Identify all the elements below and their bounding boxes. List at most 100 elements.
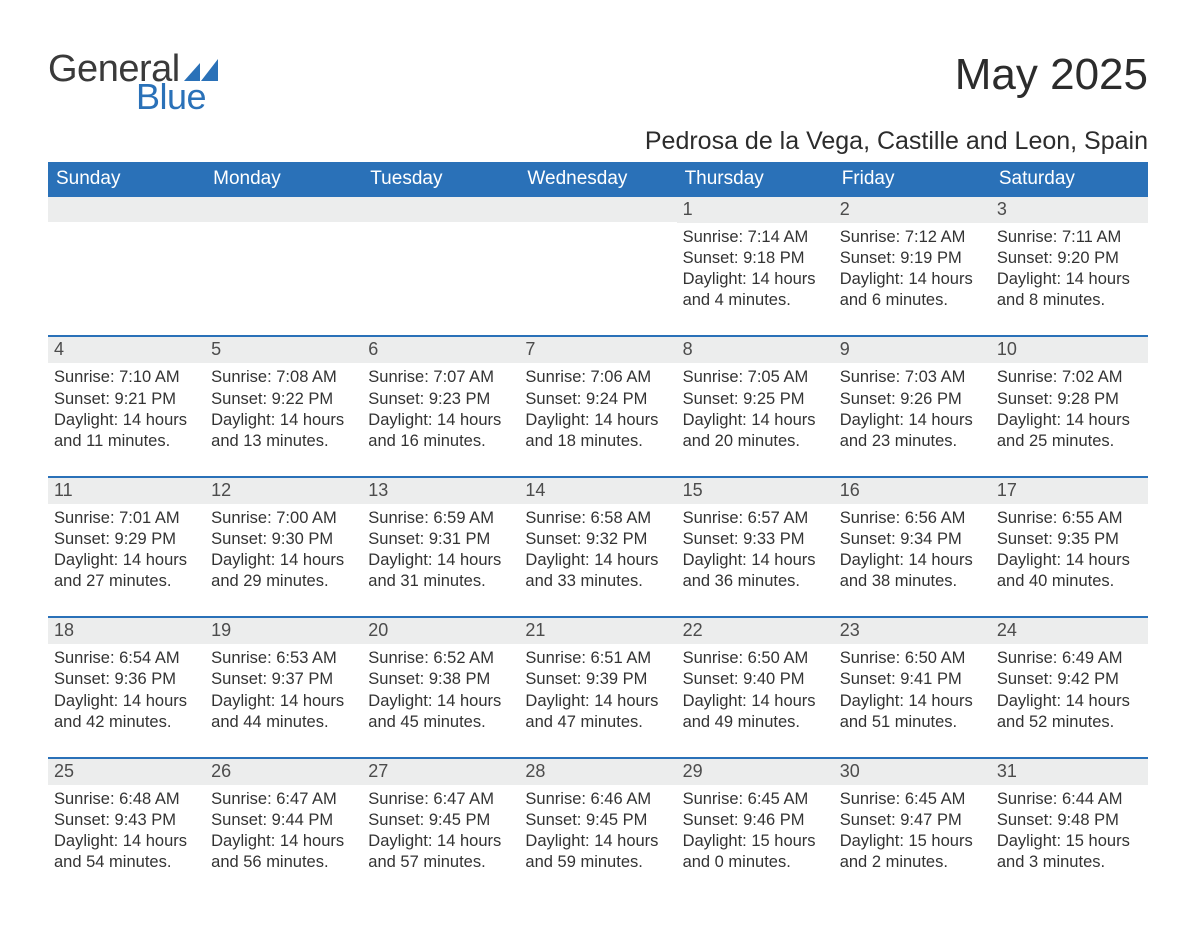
- day-number: 8: [677, 337, 834, 363]
- sunset-text: Sunset: 9:36 PM: [54, 669, 199, 690]
- calendar-body: 1Sunrise: 7:14 AMSunset: 9:18 PMDaylight…: [48, 197, 1148, 897]
- day-number: [519, 197, 676, 222]
- daylight-text: Daylight: 14 hours and 18 minutes.: [525, 410, 670, 452]
- day-details: Sunrise: 7:12 AMSunset: 9:19 PMDaylight:…: [834, 223, 991, 311]
- day-details: Sunrise: 6:51 AMSunset: 9:39 PMDaylight:…: [519, 644, 676, 732]
- daylight-text: Daylight: 14 hours and 16 minutes.: [368, 410, 513, 452]
- calendar-day: 30Sunrise: 6:45 AMSunset: 9:47 PMDayligh…: [834, 759, 991, 897]
- sunrise-text: Sunrise: 6:55 AM: [997, 508, 1142, 529]
- daylight-text: Daylight: 14 hours and 31 minutes.: [368, 550, 513, 592]
- calendar-week: 25Sunrise: 6:48 AMSunset: 9:43 PMDayligh…: [48, 757, 1148, 897]
- day-details: Sunrise: 7:10 AMSunset: 9:21 PMDaylight:…: [48, 363, 205, 451]
- day-number: 14: [519, 478, 676, 504]
- daylight-text: Daylight: 14 hours and 47 minutes.: [525, 691, 670, 733]
- day-details: Sunrise: 6:48 AMSunset: 9:43 PMDaylight:…: [48, 785, 205, 873]
- sunrise-text: Sunrise: 7:06 AM: [525, 367, 670, 388]
- daylight-text: Daylight: 14 hours and 54 minutes.: [54, 831, 199, 873]
- calendar-day: [362, 197, 519, 335]
- calendar-day: [205, 197, 362, 335]
- daylight-text: Daylight: 14 hours and 42 minutes.: [54, 691, 199, 733]
- day-details: Sunrise: 6:45 AMSunset: 9:46 PMDaylight:…: [677, 785, 834, 873]
- day-number: 15: [677, 478, 834, 504]
- sunset-text: Sunset: 9:32 PM: [525, 529, 670, 550]
- sunrise-text: Sunrise: 7:02 AM: [997, 367, 1142, 388]
- calendar-day: 3Sunrise: 7:11 AMSunset: 9:20 PMDaylight…: [991, 197, 1148, 335]
- daylight-text: Daylight: 14 hours and 44 minutes.: [211, 691, 356, 733]
- calendar-day: 4Sunrise: 7:10 AMSunset: 9:21 PMDaylight…: [48, 337, 205, 475]
- day-details: Sunrise: 7:11 AMSunset: 9:20 PMDaylight:…: [991, 223, 1148, 311]
- day-number: [48, 197, 205, 222]
- sunset-text: Sunset: 9:26 PM: [840, 389, 985, 410]
- day-details: Sunrise: 6:57 AMSunset: 9:33 PMDaylight:…: [677, 504, 834, 592]
- sunset-text: Sunset: 9:40 PM: [683, 669, 828, 690]
- day-number: 26: [205, 759, 362, 785]
- day-details: Sunrise: 7:08 AMSunset: 9:22 PMDaylight:…: [205, 363, 362, 451]
- sunrise-text: Sunrise: 7:01 AM: [54, 508, 199, 529]
- daylight-text: Daylight: 14 hours and 23 minutes.: [840, 410, 985, 452]
- daylight-text: Daylight: 14 hours and 59 minutes.: [525, 831, 670, 873]
- sunrise-text: Sunrise: 6:54 AM: [54, 648, 199, 669]
- sunset-text: Sunset: 9:23 PM: [368, 389, 513, 410]
- sunset-text: Sunset: 9:22 PM: [211, 389, 356, 410]
- day-details: Sunrise: 6:46 AMSunset: 9:45 PMDaylight:…: [519, 785, 676, 873]
- calendar-day: 24Sunrise: 6:49 AMSunset: 9:42 PMDayligh…: [991, 618, 1148, 756]
- day-number: 24: [991, 618, 1148, 644]
- day-number: 31: [991, 759, 1148, 785]
- calendar-day: 7Sunrise: 7:06 AMSunset: 9:24 PMDaylight…: [519, 337, 676, 475]
- day-number: [205, 197, 362, 222]
- header: General Blue May 2025: [48, 50, 1148, 115]
- calendar-day: 19Sunrise: 6:53 AMSunset: 9:37 PMDayligh…: [205, 618, 362, 756]
- calendar-day: 5Sunrise: 7:08 AMSunset: 9:22 PMDaylight…: [205, 337, 362, 475]
- day-details: Sunrise: 7:07 AMSunset: 9:23 PMDaylight:…: [362, 363, 519, 451]
- calendar-day: [519, 197, 676, 335]
- daylight-text: Daylight: 14 hours and 51 minutes.: [840, 691, 985, 733]
- daylight-text: Daylight: 14 hours and 36 minutes.: [683, 550, 828, 592]
- daylight-text: Daylight: 14 hours and 56 minutes.: [211, 831, 356, 873]
- calendar-week: 18Sunrise: 6:54 AMSunset: 9:36 PMDayligh…: [48, 616, 1148, 756]
- daylight-text: Daylight: 14 hours and 57 minutes.: [368, 831, 513, 873]
- calendar-day: 17Sunrise: 6:55 AMSunset: 9:35 PMDayligh…: [991, 478, 1148, 616]
- day-number: 3: [991, 197, 1148, 223]
- weekday-header: Saturday: [991, 162, 1148, 197]
- sunset-text: Sunset: 9:30 PM: [211, 529, 356, 550]
- calendar-day: 20Sunrise: 6:52 AMSunset: 9:38 PMDayligh…: [362, 618, 519, 756]
- sunrise-text: Sunrise: 6:52 AM: [368, 648, 513, 669]
- calendar-day: 9 Sunrise: 7:03 AMSunset: 9:26 PMDaylight…: [834, 337, 991, 475]
- sunrise-text: Sunrise: 7:03 AM: [840, 367, 985, 388]
- sunset-text: Sunset: 9:28 PM: [997, 389, 1142, 410]
- sunrise-text: Sunrise: 7:10 AM: [54, 367, 199, 388]
- calendar-day: 31Sunrise: 6:44 AMSunset: 9:48 PMDayligh…: [991, 759, 1148, 897]
- sunrise-text: Sunrise: 7:05 AM: [683, 367, 828, 388]
- day-details: Sunrise: 6:49 AMSunset: 9:42 PMDaylight:…: [991, 644, 1148, 732]
- sunset-text: Sunset: 9:45 PM: [368, 810, 513, 831]
- calendar-day: 6Sunrise: 7:07 AMSunset: 9:23 PMDaylight…: [362, 337, 519, 475]
- sunset-text: Sunset: 9:34 PM: [840, 529, 985, 550]
- daylight-text: Daylight: 14 hours and 45 minutes.: [368, 691, 513, 733]
- sunrise-text: Sunrise: 7:12 AM: [840, 227, 985, 248]
- day-number: 7: [519, 337, 676, 363]
- day-details: Sunrise: 6:58 AMSunset: 9:32 PMDaylight:…: [519, 504, 676, 592]
- sunset-text: Sunset: 9:48 PM: [997, 810, 1142, 831]
- sunset-text: Sunset: 9:39 PM: [525, 669, 670, 690]
- day-number: 18: [48, 618, 205, 644]
- day-number: 5: [205, 337, 362, 363]
- calendar-day: 13Sunrise: 6:59 AMSunset: 9:31 PMDayligh…: [362, 478, 519, 616]
- day-number: 22: [677, 618, 834, 644]
- day-details: Sunrise: 6:47 AMSunset: 9:44 PMDaylight:…: [205, 785, 362, 873]
- sunrise-text: Sunrise: 6:44 AM: [997, 789, 1142, 810]
- weekday-header: Friday: [834, 162, 991, 197]
- day-number: 9: [834, 337, 991, 363]
- day-number: 4: [48, 337, 205, 363]
- day-number: [362, 197, 519, 222]
- sunrise-text: Sunrise: 7:14 AM: [683, 227, 828, 248]
- day-details: Sunrise: 6:59 AMSunset: 9:31 PMDaylight:…: [362, 504, 519, 592]
- sunrise-text: Sunrise: 6:50 AM: [683, 648, 828, 669]
- weekday-header: Wednesday: [519, 162, 676, 197]
- calendar: SundayMondayTuesdayWednesdayThursdayFrid…: [48, 162, 1148, 897]
- calendar-week: 1Sunrise: 7:14 AMSunset: 9:18 PMDaylight…: [48, 197, 1148, 335]
- daylight-text: Daylight: 14 hours and 40 minutes.: [997, 550, 1142, 592]
- sunset-text: Sunset: 9:25 PM: [683, 389, 828, 410]
- day-number: 23: [834, 618, 991, 644]
- day-details: Sunrise: 6:55 AMSunset: 9:35 PMDaylight:…: [991, 504, 1148, 592]
- day-details: Sunrise: 6:47 AMSunset: 9:45 PMDaylight:…: [362, 785, 519, 873]
